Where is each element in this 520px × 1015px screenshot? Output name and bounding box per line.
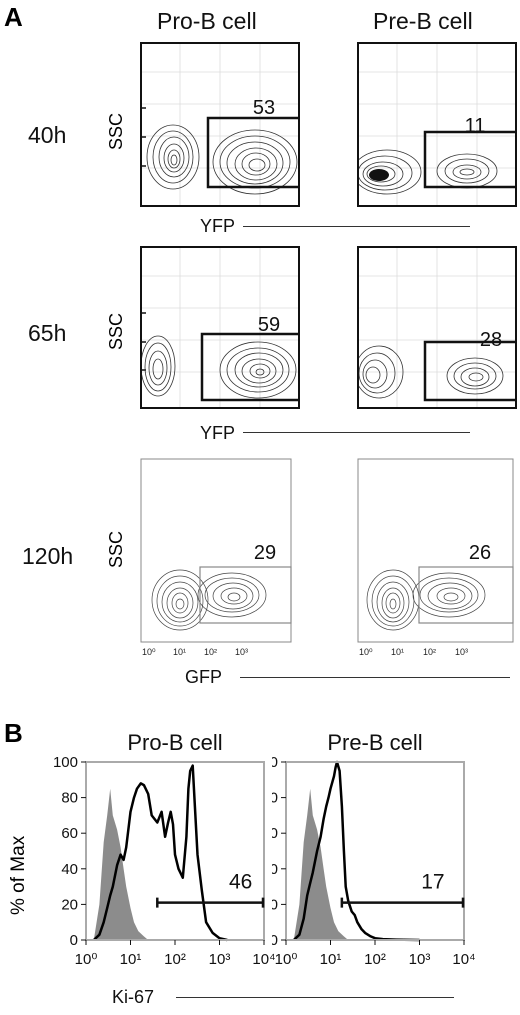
gate-percent: 53 xyxy=(253,97,275,119)
x-tick-label: 10³ xyxy=(235,647,248,657)
contour-plot-40h-pro-b: 53 xyxy=(140,42,300,207)
contours-negative xyxy=(146,124,200,190)
gate xyxy=(200,332,300,402)
x-tick-label: 10⁰ xyxy=(75,951,98,968)
y-tick-label: 20 xyxy=(272,896,278,913)
y-tick-label: 80 xyxy=(61,790,78,807)
x-tick-label: 10⁴ xyxy=(252,951,275,968)
x-tick-label: 10⁰ xyxy=(359,647,373,657)
x-tick-label: 10² xyxy=(423,647,436,657)
contour-plot-65h-pre-b: 28 xyxy=(357,246,517,409)
contour-plot-40h-pre-b: 11 xyxy=(357,42,517,207)
column-title-pro-b: Pro-B cell xyxy=(157,8,257,34)
x-label-line-120h xyxy=(240,677,510,678)
contour-plot-120h-pre-b: 26 10⁰ 10¹ 10² 10³ xyxy=(357,458,514,657)
x-label-65h: YFP xyxy=(200,423,236,443)
plot-frame xyxy=(140,458,292,643)
plot-frame xyxy=(357,42,517,207)
x-label-120h: GFP xyxy=(185,667,223,687)
x-tick-label: 10¹ xyxy=(320,951,342,968)
x-label-40h: YFP xyxy=(200,216,236,236)
x-tick-label: 10¹ xyxy=(173,647,186,657)
contours-negative xyxy=(140,335,176,397)
x-tick-label: 10² xyxy=(164,951,186,968)
y-tick-label: 0 xyxy=(272,932,278,949)
contours-positive xyxy=(436,153,498,189)
gate-percent: 28 xyxy=(480,329,502,351)
x-label-line-40h xyxy=(243,226,470,227)
x-label-line-65h xyxy=(243,432,470,433)
contours-negative xyxy=(357,345,404,399)
x-tick-label: 10⁰ xyxy=(142,647,156,657)
contour-plot-65h-pro-b: 59 xyxy=(140,246,300,409)
x-axis-label-b: Ki-67 xyxy=(112,987,155,1007)
x-tick-label: 10³ xyxy=(209,951,231,968)
panel-letter-a: A xyxy=(4,2,23,32)
grid xyxy=(357,246,517,409)
x-tick-label: 10² xyxy=(204,647,217,657)
contours-positive xyxy=(412,572,486,618)
x-tick-label: 10⁴ xyxy=(452,951,475,968)
x-label-line-b xyxy=(176,997,454,998)
grid xyxy=(140,42,300,207)
gate-percent: 59 xyxy=(258,314,280,336)
grid xyxy=(357,42,517,207)
contours-positive xyxy=(197,572,267,618)
chart-title: Pro-B cell xyxy=(127,730,222,755)
dense-core xyxy=(369,169,389,181)
contours-negative xyxy=(357,149,422,195)
y-tick-label: 20 xyxy=(61,896,78,913)
gate xyxy=(206,116,300,189)
row-label-120h: 120h xyxy=(22,543,74,569)
gate-percent: 46 xyxy=(229,871,252,894)
contours-positive xyxy=(446,357,504,395)
plot-frame xyxy=(357,458,514,643)
y-tick-label: 60 xyxy=(272,825,278,842)
gate-percent: 11 xyxy=(465,115,486,137)
x-tick-label: 10² xyxy=(364,951,386,968)
gate-percent: 17 xyxy=(421,871,444,894)
chart-title: Pre-B cell xyxy=(327,730,422,755)
contour-plot-120h-pro-b: 29 10⁰ 10¹ 10² 10³ xyxy=(140,458,292,657)
ssc-label-40h: SSC xyxy=(106,112,126,150)
plot-frame xyxy=(357,246,517,409)
y-tick-label: 40 xyxy=(61,861,78,878)
contours-positive xyxy=(212,129,298,195)
ssc-label-120h: SSC xyxy=(106,530,126,568)
y-tick-label: 60 xyxy=(61,825,78,842)
gate-percent: 26 xyxy=(469,542,491,564)
gate xyxy=(199,566,292,624)
y-axis-label-b: % of Max xyxy=(8,835,29,915)
gate-percent: 29 xyxy=(254,542,276,564)
gate xyxy=(423,340,517,402)
plot-frame xyxy=(140,42,300,207)
ssc-label-65h: SSC xyxy=(106,312,126,350)
y-tick-label: 0 xyxy=(70,932,78,949)
x-tick-label: 10¹ xyxy=(120,951,142,968)
histogram-pre-b: Pre-B cell 0 20 40 60 80 100 10⁰ 10¹ 10² 10³ 10⁴ 17 xyxy=(272,730,476,968)
plot-frame xyxy=(140,246,300,409)
contours-negative xyxy=(151,569,209,631)
ki67-histogram-line xyxy=(92,764,228,942)
x-tick-label: 10⁰ xyxy=(275,951,298,968)
x-tick-label: 10¹ xyxy=(391,647,404,657)
isotype-control-histogram xyxy=(293,788,349,940)
x-tick-label: 10³ xyxy=(409,951,431,968)
contours-negative xyxy=(366,569,420,631)
contours-positive xyxy=(219,341,297,399)
row-label-65h: 65h xyxy=(28,320,67,346)
isotype-control-histogram xyxy=(93,788,149,940)
y-tick-label: 100 xyxy=(53,754,78,771)
panel-letter-b: B xyxy=(4,718,23,748)
x-tick-label: 10³ xyxy=(455,647,468,657)
y-tick-label: 40 xyxy=(272,861,278,878)
gate xyxy=(418,566,514,624)
column-title-pre-b: Pre-B cell xyxy=(373,8,473,34)
row-label-40h: 40h xyxy=(28,122,67,148)
ki67-histogram-line xyxy=(292,760,420,942)
histogram-pro-b: Pro-B cell 0 20 40 60 80 100 10⁰ 10¹ 10² 10³ 10⁴ 46 xyxy=(53,730,275,968)
y-tick-label: 80 xyxy=(272,790,278,807)
gate xyxy=(423,130,517,189)
y-tick-label: 100 xyxy=(272,754,278,771)
